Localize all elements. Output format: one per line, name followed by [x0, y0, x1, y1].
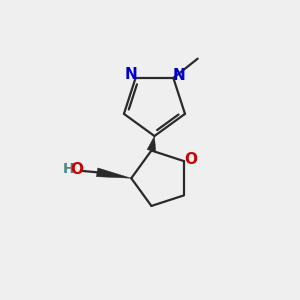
- Polygon shape: [96, 168, 131, 178]
- Text: N: N: [172, 68, 185, 83]
- Text: O: O: [184, 152, 198, 167]
- Text: N: N: [124, 68, 137, 82]
- Text: O: O: [71, 162, 84, 177]
- Text: H: H: [63, 162, 75, 176]
- Polygon shape: [147, 136, 156, 152]
